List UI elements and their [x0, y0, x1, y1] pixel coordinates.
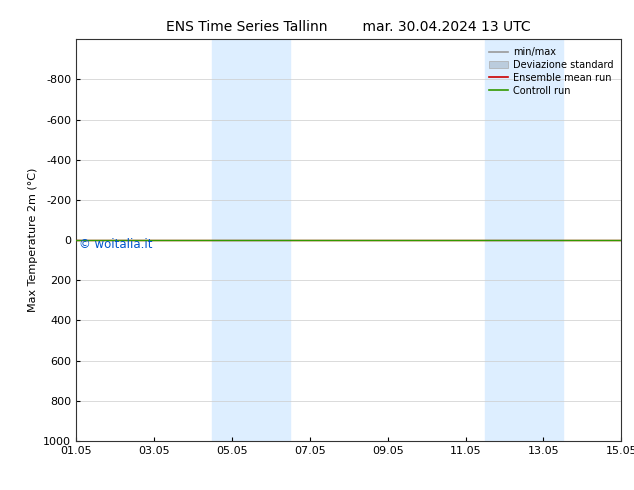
Legend: min/max, Deviazione standard, Ensemble mean run, Controll run: min/max, Deviazione standard, Ensemble m…	[486, 44, 616, 98]
Y-axis label: Max Temperature 2m (°C): Max Temperature 2m (°C)	[28, 168, 37, 312]
Text: © woitalia.it: © woitalia.it	[79, 238, 152, 251]
Bar	[212, 39, 290, 441]
Bar	[485, 39, 563, 441]
Title: ENS Time Series Tallinn        mar. 30.04.2024 13 UTC: ENS Time Series Tallinn mar. 30.04.2024 …	[166, 20, 531, 34]
